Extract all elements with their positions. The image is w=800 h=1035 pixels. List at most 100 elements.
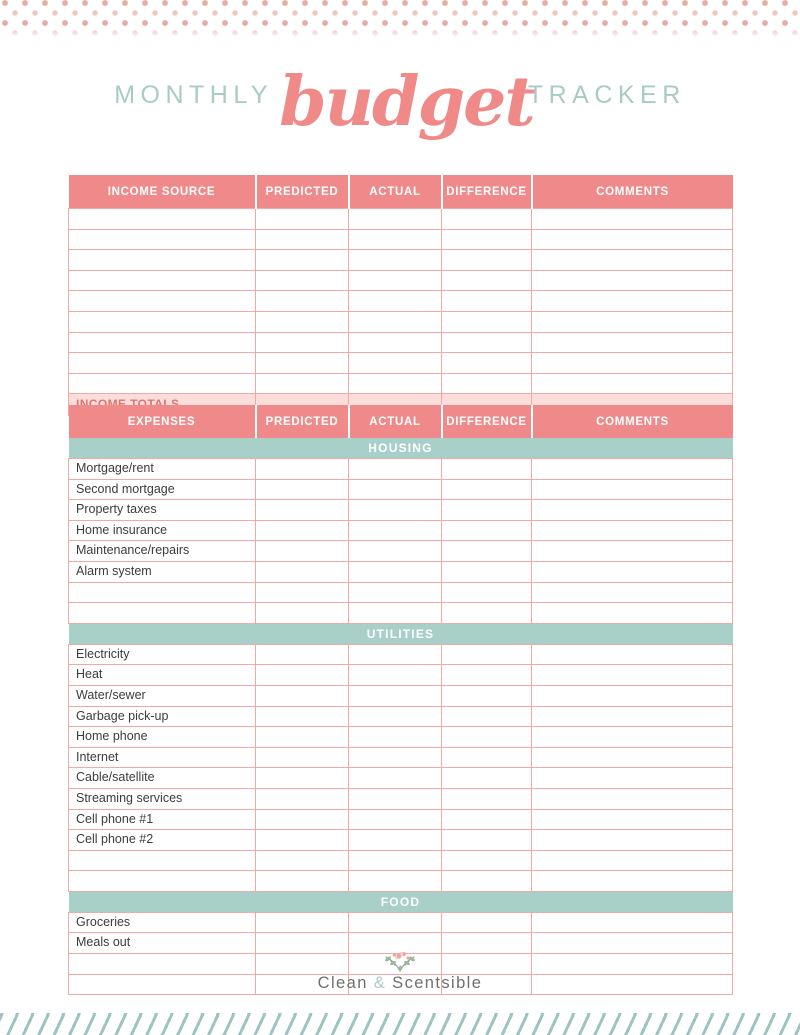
actual-cell[interactable] bbox=[348, 581, 442, 604]
difference-cell[interactable] bbox=[441, 310, 532, 333]
actual-cell[interactable] bbox=[348, 331, 442, 354]
difference-cell[interactable] bbox=[441, 973, 532, 996]
difference-cell[interactable] bbox=[441, 208, 532, 230]
expense-name-cell[interactable]: Electricity bbox=[68, 643, 256, 666]
difference-cell[interactable] bbox=[441, 372, 532, 395]
actual-cell[interactable] bbox=[348, 664, 442, 686]
difference-cell[interactable] bbox=[441, 829, 532, 851]
comments-cell[interactable] bbox=[531, 973, 733, 996]
income-source-cell[interactable] bbox=[68, 228, 256, 251]
actual-cell[interactable] bbox=[348, 458, 442, 480]
expense-name-cell[interactable]: Cell phone #2 bbox=[68, 829, 256, 851]
comments-cell[interactable] bbox=[531, 310, 733, 333]
predicted-cell[interactable] bbox=[255, 684, 349, 707]
actual-cell[interactable] bbox=[348, 352, 442, 374]
predicted-cell[interactable] bbox=[255, 787, 349, 810]
predicted-cell[interactable] bbox=[255, 290, 349, 312]
comments-cell[interactable] bbox=[531, 767, 733, 789]
comments-cell[interactable] bbox=[531, 726, 733, 748]
predicted-cell[interactable] bbox=[255, 352, 349, 374]
income-source-cell[interactable] bbox=[68, 208, 256, 230]
expense-name-cell[interactable]: Property taxes bbox=[68, 499, 256, 521]
actual-cell[interactable] bbox=[348, 228, 442, 251]
difference-cell[interactable] bbox=[441, 602, 532, 624]
income-source-cell[interactable] bbox=[68, 269, 256, 292]
predicted-cell[interactable] bbox=[255, 911, 349, 934]
difference-cell[interactable] bbox=[441, 540, 532, 562]
income-source-cell[interactable] bbox=[68, 249, 256, 271]
comments-cell[interactable] bbox=[531, 208, 733, 230]
actual-cell[interactable] bbox=[348, 705, 442, 728]
difference-cell[interactable] bbox=[441, 767, 532, 789]
comments-cell[interactable] bbox=[531, 849, 733, 872]
predicted-cell[interactable] bbox=[255, 499, 349, 521]
actual-cell[interactable] bbox=[348, 808, 442, 831]
actual-cell[interactable] bbox=[348, 602, 442, 624]
predicted-cell[interactable] bbox=[255, 208, 349, 230]
difference-cell[interactable] bbox=[441, 581, 532, 604]
expense-name-cell[interactable]: Mortgage/rent bbox=[68, 458, 256, 480]
expense-name-cell[interactable]: Home phone bbox=[68, 726, 256, 748]
predicted-cell[interactable] bbox=[255, 973, 349, 996]
difference-cell[interactable] bbox=[441, 664, 532, 686]
comments-cell[interactable] bbox=[531, 499, 733, 521]
comments-cell[interactable] bbox=[531, 953, 733, 975]
expense-name-cell[interactable]: Internet bbox=[68, 746, 256, 769]
actual-cell[interactable] bbox=[348, 787, 442, 810]
comments-cell[interactable] bbox=[531, 228, 733, 251]
comments-cell[interactable] bbox=[531, 746, 733, 769]
difference-cell[interactable] bbox=[441, 684, 532, 707]
difference-cell[interactable] bbox=[441, 746, 532, 769]
predicted-cell[interactable] bbox=[255, 602, 349, 624]
predicted-cell[interactable] bbox=[255, 726, 349, 748]
comments-cell[interactable] bbox=[531, 458, 733, 480]
actual-cell[interactable] bbox=[348, 290, 442, 312]
actual-cell[interactable] bbox=[348, 499, 442, 521]
comments-cell[interactable] bbox=[531, 290, 733, 312]
actual-cell[interactable] bbox=[348, 643, 442, 666]
predicted-cell[interactable] bbox=[255, 829, 349, 851]
actual-cell[interactable] bbox=[348, 208, 442, 230]
predicted-cell[interactable] bbox=[255, 581, 349, 604]
difference-cell[interactable] bbox=[441, 269, 532, 292]
predicted-cell[interactable] bbox=[255, 269, 349, 292]
comments-cell[interactable] bbox=[531, 870, 733, 892]
predicted-cell[interactable] bbox=[255, 331, 349, 354]
actual-cell[interactable] bbox=[348, 829, 442, 851]
expense-name-cell[interactable]: Cable/satellite bbox=[68, 767, 256, 789]
comments-cell[interactable] bbox=[531, 829, 733, 851]
income-source-cell[interactable] bbox=[68, 310, 256, 333]
predicted-cell[interactable] bbox=[255, 705, 349, 728]
difference-cell[interactable] bbox=[441, 249, 532, 271]
comments-cell[interactable] bbox=[531, 705, 733, 728]
difference-cell[interactable] bbox=[441, 726, 532, 748]
actual-cell[interactable] bbox=[348, 372, 442, 395]
actual-cell[interactable] bbox=[348, 849, 442, 872]
predicted-cell[interactable] bbox=[255, 808, 349, 831]
actual-cell[interactable] bbox=[348, 540, 442, 562]
difference-cell[interactable] bbox=[441, 499, 532, 521]
income-source-cell[interactable] bbox=[68, 331, 256, 354]
predicted-cell[interactable] bbox=[255, 228, 349, 251]
comments-cell[interactable] bbox=[531, 352, 733, 374]
actual-cell[interactable] bbox=[348, 269, 442, 292]
difference-cell[interactable] bbox=[441, 932, 532, 955]
actual-cell[interactable] bbox=[348, 684, 442, 707]
expense-name-cell[interactable] bbox=[68, 581, 256, 604]
predicted-cell[interactable] bbox=[255, 849, 349, 872]
actual-cell[interactable] bbox=[348, 478, 442, 501]
expense-name-cell[interactable]: Garbage pick-up bbox=[68, 705, 256, 728]
difference-cell[interactable] bbox=[441, 519, 532, 542]
predicted-cell[interactable] bbox=[255, 870, 349, 892]
comments-cell[interactable] bbox=[531, 684, 733, 707]
expense-name-cell[interactable]: Cell phone #1 bbox=[68, 808, 256, 831]
actual-cell[interactable] bbox=[348, 973, 442, 996]
expense-name-cell[interactable]: Second mortgage bbox=[68, 478, 256, 501]
comments-cell[interactable] bbox=[531, 249, 733, 271]
actual-cell[interactable] bbox=[348, 560, 442, 583]
actual-cell[interactable] bbox=[348, 249, 442, 271]
comments-cell[interactable] bbox=[531, 664, 733, 686]
predicted-cell[interactable] bbox=[255, 664, 349, 686]
actual-cell[interactable] bbox=[348, 519, 442, 542]
comments-cell[interactable] bbox=[531, 331, 733, 354]
